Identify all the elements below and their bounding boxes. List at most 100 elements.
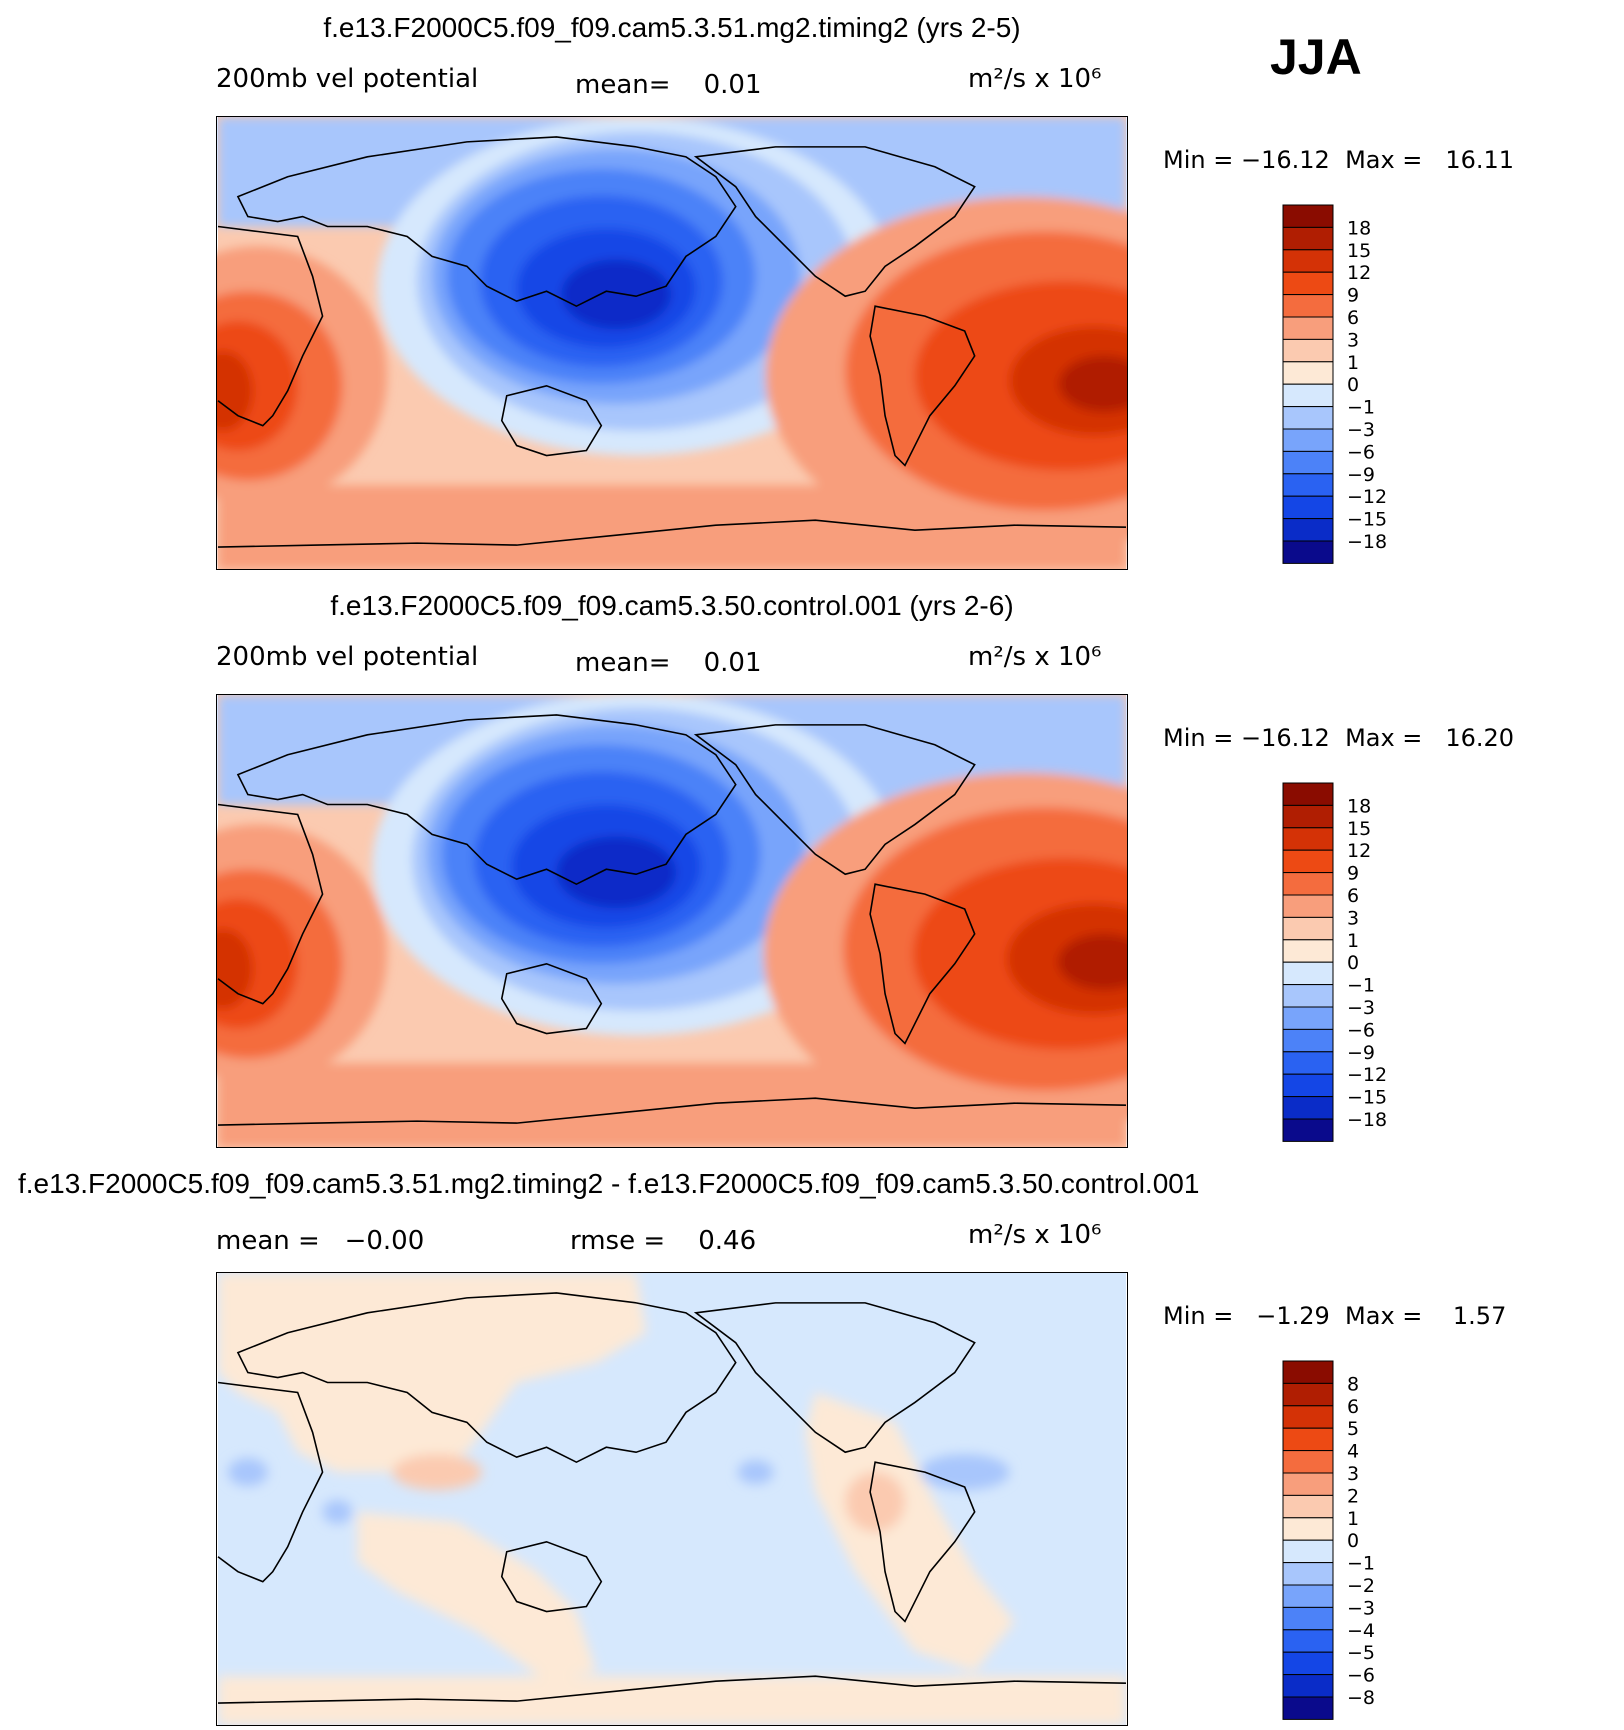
mean-value-top: 0.01	[703, 70, 762, 100]
colorbar-tick-label: −4	[1347, 1620, 1375, 1642]
colorbar-box	[1282, 1674, 1334, 1698]
colorbar-tick-label: 0	[1347, 374, 1359, 396]
colorbar-box	[1282, 1651, 1334, 1676]
coast-antarctica	[217, 1675, 1127, 1704]
units-label-bottom: m²/s x 10⁶	[968, 1220, 1102, 1250]
min-value-middle: −16.12	[1240, 724, 1330, 752]
field-pos-sa-5	[1058, 933, 1127, 990]
coast-north-america	[693, 724, 976, 876]
max-value-top: 16.11	[1445, 146, 1515, 174]
colorbar-box	[1282, 1073, 1334, 1098]
rmse-label-bottom: rmse = 0.46	[570, 1226, 757, 1256]
mean-label-middle: mean= 0.01	[575, 648, 762, 678]
colorbar-box	[1282, 428, 1334, 452]
colorbar-tick-label: 4	[1347, 1441, 1359, 1463]
coast-eurasia	[236, 1292, 737, 1464]
coast-africa	[217, 225, 324, 427]
variable-label-top: 200mb vel potential	[216, 64, 479, 94]
colorbar-tick-label: −12	[1347, 1064, 1387, 1086]
max-value-middle: 16.20	[1445, 724, 1515, 752]
coast-north-america	[693, 1302, 976, 1454]
colorbar-box	[1282, 1427, 1334, 1452]
field-pos-af-4	[217, 350, 253, 431]
colorbar-tick-label: 3	[1347, 329, 1359, 351]
colorbar-box	[1282, 1517, 1334, 1541]
map-bottom	[216, 1272, 1128, 1726]
colorbar-box	[1282, 338, 1334, 363]
colorbar-tick-label: 12	[1347, 262, 1371, 284]
colorbar-box	[1282, 1051, 1334, 1075]
field-pos-2	[845, 1472, 905, 1532]
colorbar-tick-label: −18	[1347, 531, 1387, 553]
colorbar-box	[1282, 1472, 1334, 1496]
season-label: JJA	[1270, 29, 1362, 85]
colorbar-tick-label: 8	[1347, 1373, 1359, 1395]
colorbar-tick-label: 1	[1347, 930, 1359, 952]
colorbar-box	[1282, 1494, 1334, 1519]
colorbar-box	[1282, 804, 1334, 829]
panel-title-middle: f.e13.F2000C5.f09_f09.cam5.3.50.control.…	[330, 590, 1014, 621]
units-label-middle: m²/s x 10⁶	[968, 642, 1102, 672]
colorbar-box	[1282, 226, 1334, 251]
units-label-top: m²/s x 10⁶	[968, 64, 1102, 94]
field-neg-3	[227, 1458, 268, 1487]
coast-eurasia	[236, 136, 737, 308]
colorbar-tick-label: 6	[1347, 307, 1359, 329]
panel-title-bottom: f.e13.F2000C5.f09_f09.cam5.3.51.mg2.timi…	[18, 1168, 1200, 1199]
minmax-bottom: Min = −1.29 Max = 1.57	[1163, 1302, 1507, 1330]
colorbar-box	[1282, 473, 1334, 497]
colorbar-tick-label: −12	[1347, 486, 1387, 508]
coast-eurasia	[236, 714, 737, 886]
field-pos-1	[392, 1454, 482, 1491]
colorbar-box	[1282, 294, 1334, 318]
colorbar-box	[1282, 961, 1334, 986]
colorbar-tick-label: 9	[1347, 285, 1359, 307]
colorbar-tick-label: −2	[1347, 1575, 1375, 1597]
mean-value-bottom: −0.00	[344, 1226, 425, 1256]
coast-australia	[500, 384, 603, 457]
colorbar-tick-label: −5	[1347, 1642, 1375, 1664]
colorbar-tick-label: −6	[1347, 441, 1375, 463]
colorbar-tick-label: −9	[1347, 464, 1375, 486]
mean-label-top: mean= 0.01	[575, 70, 762, 100]
colorbar-tick-label: −9	[1347, 1042, 1375, 1064]
field-neg-4	[322, 1499, 353, 1524]
colorbar-box	[1282, 1006, 1334, 1030]
colorbar-box	[1282, 406, 1334, 430]
field-neg-7	[556, 836, 676, 909]
colorbar-tick-label: 2	[1347, 1485, 1359, 1507]
colorbar-tick-label: 0	[1347, 1530, 1359, 1552]
min-value-top: −16.12	[1240, 146, 1330, 174]
coast-australia	[500, 1540, 603, 1613]
field-pos-americas	[805, 1392, 1015, 1672]
colorbar-box	[1282, 1584, 1334, 1608]
colorbar-box	[1282, 872, 1334, 896]
colorbar-box	[1282, 894, 1334, 918]
rmse-value-bottom: 0.46	[698, 1226, 757, 1256]
variable-label-middle: 200mb vel potential	[216, 642, 479, 672]
coastlines	[217, 136, 1127, 548]
colorbar-tick-label: −3	[1347, 1597, 1375, 1619]
colorbar-box	[1282, 361, 1334, 385]
field-neg-7	[561, 259, 672, 330]
colorbar-tick-label: 9	[1347, 863, 1359, 885]
colorbar-box	[1282, 827, 1334, 851]
colorbar-box	[1282, 1028, 1334, 1053]
colorbar-box	[1282, 316, 1334, 340]
colorbar-tick-label: −6	[1347, 1019, 1375, 1041]
coast-australia	[500, 962, 603, 1035]
colorbar-box	[1282, 1118, 1334, 1142]
colorbar-tick-label: 1	[1347, 1508, 1359, 1530]
max-value-bottom: 1.57	[1452, 1302, 1507, 1330]
field-pos-sa-5	[1059, 355, 1127, 412]
minmax-top: Min = −16.12 Max = 16.11	[1163, 146, 1515, 174]
field-neg-1	[919, 1454, 1010, 1491]
colorbar-tick-label: 1	[1347, 352, 1359, 374]
colorbar-tick-label: 12	[1347, 840, 1371, 862]
colorbar-box	[1282, 1405, 1334, 1429]
map-middle	[216, 694, 1128, 1148]
colorbar-box	[1282, 1096, 1334, 1120]
colorbar-tick-label: −8	[1347, 1687, 1375, 1709]
colorbar-box	[1282, 782, 1334, 806]
